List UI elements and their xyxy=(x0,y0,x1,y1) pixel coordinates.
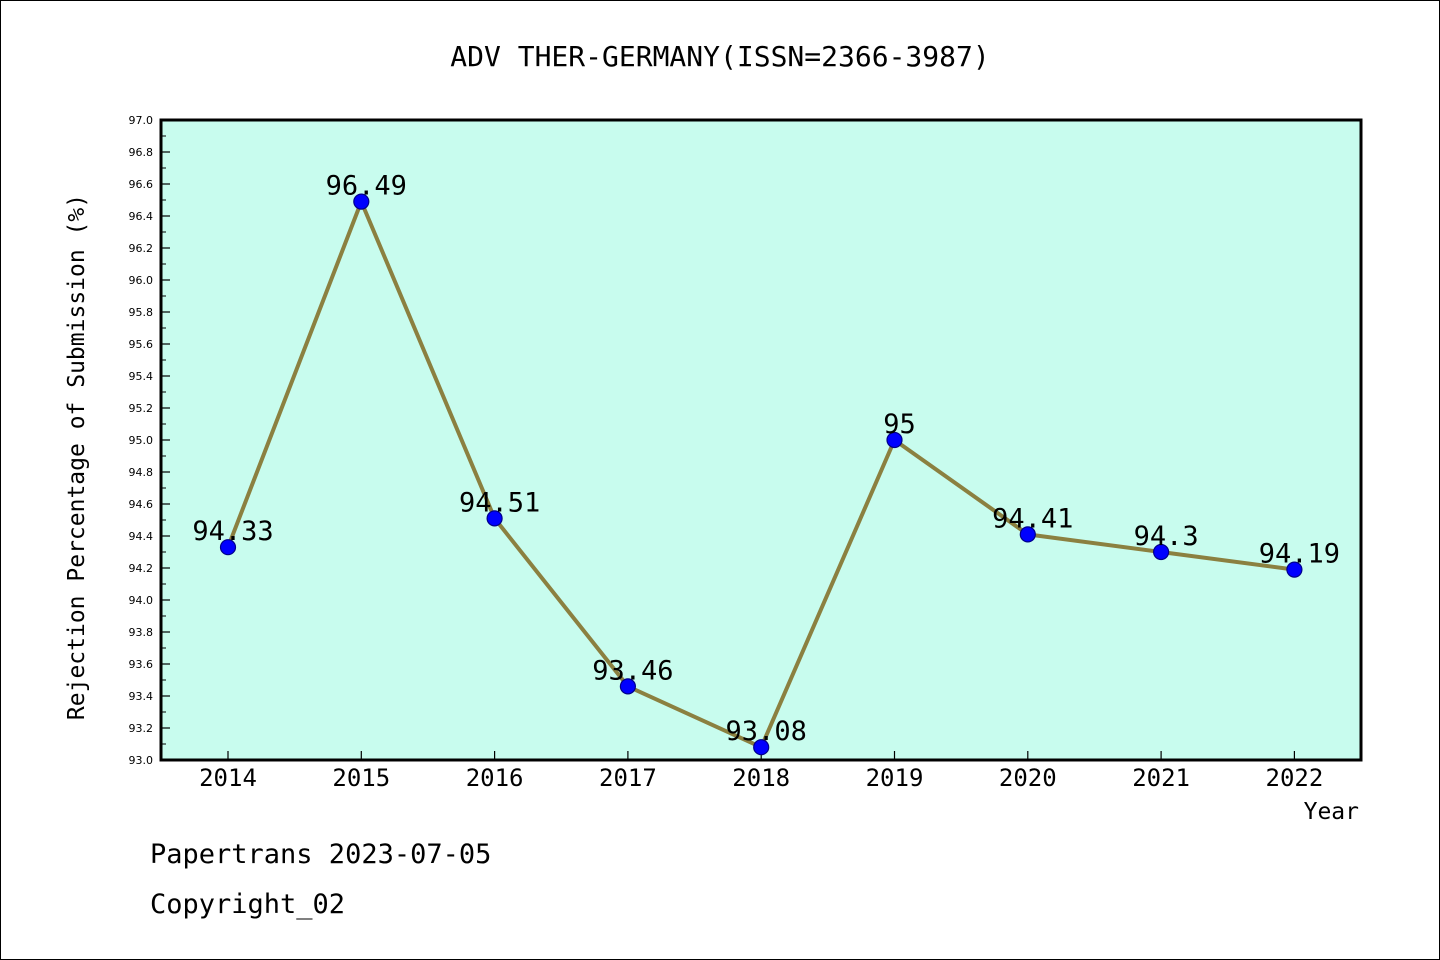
x-tick-label: 2021 xyxy=(1132,764,1190,792)
data-point xyxy=(219,539,237,556)
data-label: 94.19 xyxy=(1259,539,1340,570)
footer-date: Papertrans 2023-07-05 xyxy=(150,839,491,870)
x-tick-label: 2019 xyxy=(866,764,924,792)
x-tick-label: 2015 xyxy=(332,764,390,792)
data-point xyxy=(353,193,370,210)
y-tick-label: 97.0 xyxy=(129,114,154,127)
data-label: 96.49 xyxy=(326,171,407,202)
data-point xyxy=(619,678,637,695)
x-tick-label: 2018 xyxy=(732,764,790,792)
data-point xyxy=(486,510,503,527)
x-tick-label: 2020 xyxy=(999,764,1057,792)
chart-title: ADV THER-GERMANY(ISSN=2366-3987) xyxy=(450,40,989,73)
y-tick-label: 93.2 xyxy=(129,722,154,735)
y-axis: 93.0 93.2 93.4 93.6 93.8 94.0 94.2 94.4 94.6 94.8… xyxy=(129,114,170,767)
y-tick-label: 93.8 xyxy=(129,626,154,639)
y-tick-label: 95.6 xyxy=(129,338,154,351)
y-tick-label: 95.8 xyxy=(129,306,154,319)
y-tick-label: 93.6 xyxy=(129,658,154,671)
data-point xyxy=(1019,526,1036,543)
x-tick-label: 2016 xyxy=(466,764,524,792)
y-tick-label: 96.0 xyxy=(129,274,154,287)
footer-copyright: Copyright_02 xyxy=(150,889,345,920)
y-tick-label: 95.2 xyxy=(129,402,154,415)
data-point xyxy=(886,431,903,449)
data-label: 93.08 xyxy=(726,716,807,747)
data-label: 94.41 xyxy=(992,503,1073,534)
plot-area xyxy=(159,118,1363,762)
x-axis-label: Year xyxy=(1304,799,1359,825)
data-label: 95 xyxy=(883,409,916,440)
y-tick-label: 96.8 xyxy=(129,146,154,159)
data-point xyxy=(753,739,770,756)
data-label: 94.3 xyxy=(1134,521,1199,552)
y-tick-label: 94.4 xyxy=(129,530,154,543)
y-tick-label: 96.4 xyxy=(129,210,154,223)
y-tick-label: 95.4 xyxy=(129,370,154,383)
y-tick-label: 94.0 xyxy=(129,594,154,607)
series-markers xyxy=(219,193,1303,756)
data-label: 94.33 xyxy=(192,516,273,547)
data-point xyxy=(1286,561,1303,578)
y-tick-label: 96.6 xyxy=(129,178,154,191)
y-tick-label: 94.2 xyxy=(129,562,154,575)
y-tick-label: 95.0 xyxy=(129,434,154,447)
y-tick-label: 94.8 xyxy=(129,466,154,479)
x-axis: 2014 2015 2016 2017 2018 2019 2020 2021 2022 xyxy=(199,751,1323,792)
data-labels: 94.33 96.49 94.51 93.46 93.08 95 94.41 94.3 94.1… xyxy=(192,171,1340,748)
y-tick-label: 96.2 xyxy=(129,242,154,255)
x-tick-label: 2017 xyxy=(599,764,657,792)
y-tick-label: 94.6 xyxy=(129,498,154,511)
y-tick-label: 93.4 xyxy=(129,690,154,703)
x-tick-label: 2014 xyxy=(199,764,257,792)
data-label: 93.46 xyxy=(592,655,673,686)
y-tick-label: 93.0 xyxy=(129,754,154,767)
y-axis-label: Rejection Percentage of Submission (%) xyxy=(64,194,90,720)
data-label: 94.51 xyxy=(459,487,540,518)
data-point xyxy=(1152,543,1170,561)
x-tick-label: 2022 xyxy=(1266,764,1324,792)
